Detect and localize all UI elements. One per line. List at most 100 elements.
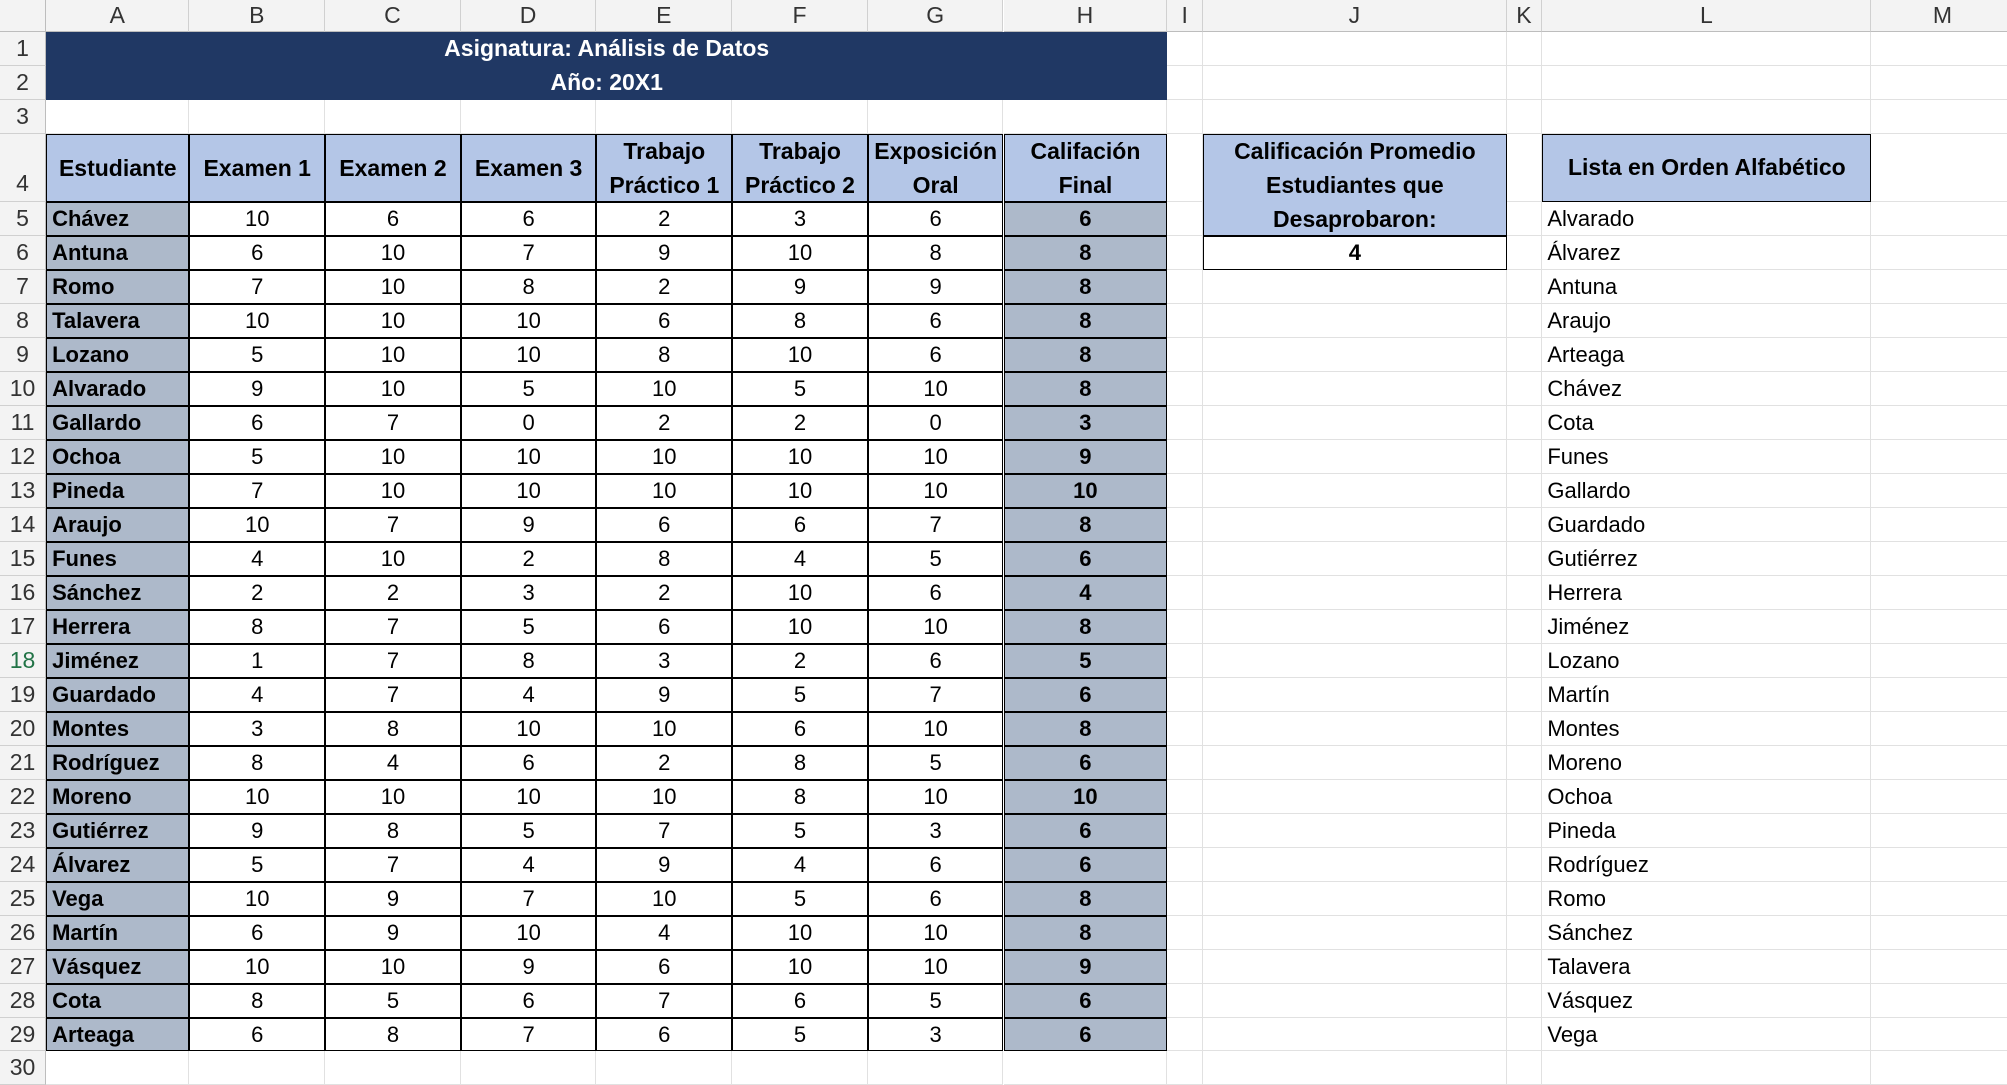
grid-cell[interactable] xyxy=(1203,983,1507,1018)
table-header-5[interactable]: Trabajo Práctico 1 xyxy=(596,133,733,202)
grid-cell[interactable] xyxy=(1542,269,1872,304)
grid-cell[interactable] xyxy=(1506,779,1543,814)
score-cell[interactable]: 4 xyxy=(189,541,326,576)
grid-cell[interactable] xyxy=(1506,575,1543,610)
row-header-10[interactable]: 10 xyxy=(0,371,47,406)
score-cell[interactable]: 10 xyxy=(460,303,597,338)
score-cell[interactable]: 10 xyxy=(189,507,326,542)
grid-cell[interactable] xyxy=(1871,678,2007,712)
grid-cell[interactable] xyxy=(1167,609,1204,644)
grid-cell[interactable] xyxy=(1871,474,2007,508)
score-cell[interactable]: 6 xyxy=(460,983,597,1018)
grid-cell[interactable] xyxy=(460,99,597,134)
score-cell[interactable]: 10 xyxy=(867,473,1004,508)
sorted-list-item[interactable]: Cota xyxy=(1547,409,1594,435)
final-grade[interactable]: 6 xyxy=(1003,813,1168,848)
row-header-27[interactable]: 27 xyxy=(0,949,47,984)
grid-cell[interactable] xyxy=(1203,609,1507,644)
score-cell[interactable]: 10 xyxy=(867,609,1004,644)
student-name[interactable]: Pineda xyxy=(46,473,190,508)
score-cell[interactable]: 10 xyxy=(596,779,733,814)
score-cell[interactable]: 3 xyxy=(732,201,868,236)
score-cell[interactable]: 10 xyxy=(325,439,461,474)
grid-cell[interactable] xyxy=(1203,915,1507,950)
row-header-1[interactable]: 1 xyxy=(0,31,47,66)
column-header-d[interactable]: D xyxy=(460,0,597,32)
grid-cell[interactable] xyxy=(1167,473,1204,508)
score-cell[interactable]: 2 xyxy=(596,575,733,610)
grid-cell[interactable] xyxy=(1871,610,2007,644)
score-cell[interactable]: 10 xyxy=(867,949,1004,984)
column-header-b[interactable]: B xyxy=(189,0,326,32)
grid-cell[interactable] xyxy=(1167,983,1204,1018)
final-grade[interactable]: 6 xyxy=(1003,745,1168,780)
grid-cell[interactable] xyxy=(1506,1017,1543,1052)
grid-cell[interactable] xyxy=(1203,31,1507,66)
grid-cell[interactable] xyxy=(1542,405,1872,440)
grid-cell[interactable] xyxy=(1871,32,2007,66)
grid-cell[interactable] xyxy=(1167,303,1204,338)
score-cell[interactable]: 10 xyxy=(732,609,868,644)
score-cell[interactable]: 10 xyxy=(596,881,733,916)
grid-cell[interactable] xyxy=(1871,814,2007,848)
student-name[interactable]: Lozano xyxy=(46,337,190,372)
table-header-8[interactable]: Califación Final xyxy=(1003,133,1168,202)
score-cell[interactable]: 7 xyxy=(325,677,461,712)
score-cell[interactable]: 9 xyxy=(189,813,326,848)
grid-cell[interactable] xyxy=(1203,575,1507,610)
score-cell[interactable]: 7 xyxy=(189,269,326,304)
final-grade[interactable]: 10 xyxy=(1003,779,1168,814)
score-cell[interactable]: 5 xyxy=(732,371,868,406)
grid-cell[interactable] xyxy=(1506,643,1543,678)
grid-cell[interactable] xyxy=(1506,1051,1543,1085)
score-cell[interactable]: 1 xyxy=(189,643,326,678)
grid-cell[interactable] xyxy=(1203,881,1507,916)
table-header-3[interactable]: Examen 2 xyxy=(325,133,461,202)
score-cell[interactable]: 6 xyxy=(596,609,733,644)
score-cell[interactable]: 10 xyxy=(460,915,597,950)
score-cell[interactable]: 6 xyxy=(325,201,461,236)
grid-cell[interactable] xyxy=(1167,507,1204,542)
score-cell[interactable]: 7 xyxy=(325,643,461,678)
score-cell[interactable]: 8 xyxy=(460,643,597,678)
score-cell[interactable]: 10 xyxy=(460,439,597,474)
score-cell[interactable]: 6 xyxy=(596,507,733,542)
grid-cell[interactable] xyxy=(1167,915,1204,950)
grid-cell[interactable] xyxy=(1506,507,1543,542)
score-cell[interactable]: 10 xyxy=(867,711,1004,746)
column-header-e[interactable]: E xyxy=(596,0,733,32)
sorted-list-item[interactable]: Moreno xyxy=(1547,749,1622,775)
table-header-6[interactable]: Trabajo Práctico 2 xyxy=(732,133,868,202)
grid-cell[interactable] xyxy=(1871,848,2007,882)
grid-cell[interactable] xyxy=(1506,847,1543,882)
grid-cell[interactable] xyxy=(1542,201,1872,236)
score-cell[interactable]: 5 xyxy=(867,983,1004,1018)
score-cell[interactable]: 6 xyxy=(732,983,868,1018)
score-cell[interactable]: 9 xyxy=(460,507,597,542)
student-name[interactable]: Jiménez xyxy=(46,643,190,678)
summary-label[interactable]: Calificación Promedio Estudiantes que De… xyxy=(1203,133,1507,236)
grid-cell[interactable] xyxy=(1203,779,1507,814)
row-header-22[interactable]: 22 xyxy=(0,779,47,814)
score-cell[interactable]: 10 xyxy=(732,235,868,270)
grid-cell[interactable] xyxy=(1506,609,1543,644)
grid-cell[interactable] xyxy=(1203,507,1507,542)
row-header-23[interactable]: 23 xyxy=(0,813,47,848)
score-cell[interactable]: 3 xyxy=(867,1017,1004,1052)
row-header-3[interactable]: 3 xyxy=(0,99,47,134)
grid-cell[interactable] xyxy=(1203,677,1507,712)
grid-cell[interactable] xyxy=(1542,1017,1872,1052)
final-grade[interactable]: 8 xyxy=(1003,915,1168,950)
score-cell[interactable]: 6 xyxy=(189,1017,326,1052)
final-grade[interactable]: 8 xyxy=(1003,711,1168,746)
grid-cell[interactable] xyxy=(1871,746,2007,780)
score-cell[interactable]: 7 xyxy=(325,609,461,644)
grid-cell[interactable] xyxy=(1203,337,1507,372)
final-grade[interactable]: 8 xyxy=(1003,235,1168,270)
grid-cell[interactable] xyxy=(732,99,868,134)
table-header-1[interactable]: Estudiante xyxy=(46,133,190,202)
score-cell[interactable]: 9 xyxy=(596,847,733,882)
grid-cell[interactable] xyxy=(1203,303,1507,338)
final-grade[interactable]: 9 xyxy=(1003,949,1168,984)
student-name[interactable]: Gallardo xyxy=(46,405,190,440)
